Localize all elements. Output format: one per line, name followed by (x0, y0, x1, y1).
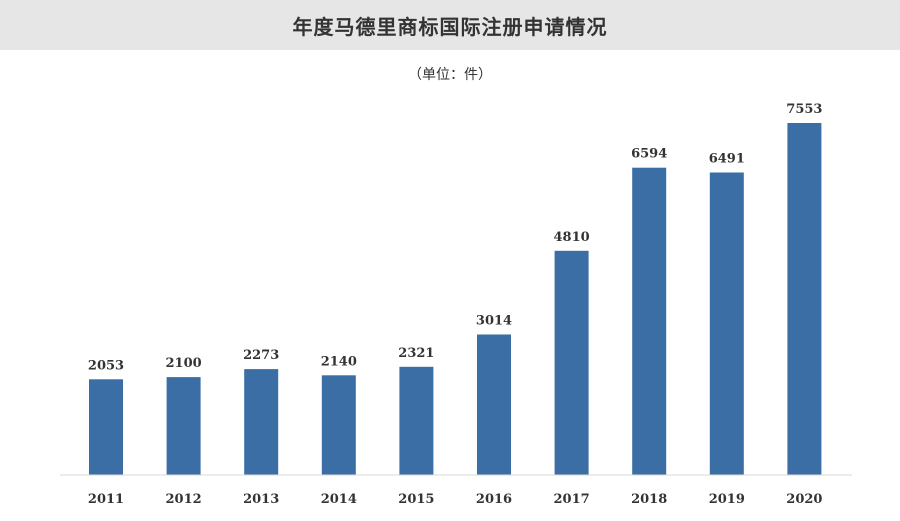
data-label-2014: 2140 (321, 354, 357, 369)
x-tick-2014: 2014 (321, 492, 357, 507)
x-tick-2020: 2020 (786, 492, 822, 507)
x-tick-2016: 2016 (476, 492, 512, 507)
bar-2020 (787, 123, 822, 475)
data-label-2016: 3014 (476, 314, 512, 329)
bar-2018 (632, 167, 667, 475)
x-tick-2015: 2015 (398, 492, 434, 507)
x-tick-2011: 2011 (88, 492, 124, 507)
bar-2017 (554, 250, 589, 475)
x-tick-2017: 2017 (554, 492, 590, 507)
bar-2016 (477, 334, 511, 475)
data-label-2013: 2273 (243, 348, 279, 363)
bar-2012 (166, 377, 201, 475)
bars-group (89, 123, 822, 475)
x-tick-2018: 2018 (631, 492, 667, 507)
data-label-2020: 7553 (786, 102, 822, 117)
x-tick-2012: 2012 (166, 492, 202, 507)
chart-title: 年度马德里商标国际注册申请情况 (292, 14, 608, 39)
data-label-2018: 6594 (631, 147, 667, 162)
title-bar: 年度马德里商标国际注册申请情况 (0, 0, 900, 50)
bar-2013 (244, 369, 279, 475)
data-labels-group: 2053 2100 2273 2140 2321 3014 4810 6594 6491 7553 (88, 102, 823, 373)
x-ticks-group: 2011 2012 2013 2014 2015 2016 2017 2018 2019 2020 (88, 492, 823, 507)
bar-2014 (321, 375, 356, 475)
x-tick-2013: 2013 (243, 492, 279, 507)
bar-2015 (399, 366, 434, 475)
data-label-2015: 2321 (398, 346, 434, 361)
data-label-2017: 4810 (554, 230, 590, 245)
data-label-2011: 2053 (88, 358, 124, 373)
data-label-2019: 6491 (709, 152, 745, 167)
bar-2019 (709, 172, 744, 475)
x-tick-2019: 2019 (709, 492, 745, 507)
unit-label: （单位：件） (408, 67, 492, 83)
data-label-2012: 2100 (166, 356, 202, 371)
bar-2011 (89, 379, 123, 475)
